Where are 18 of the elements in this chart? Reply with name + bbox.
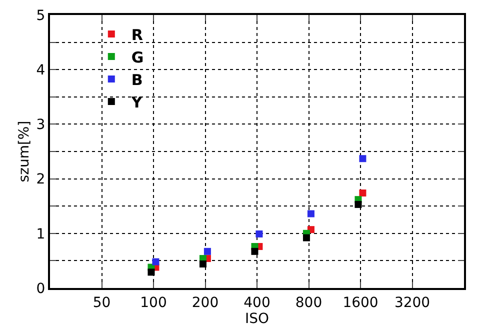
x-tick-label: 50 [92,294,111,311]
y-tick-label: 2 [36,172,46,188]
x-tick-label: 200 [192,294,219,311]
x-tick-label: 1600 [342,294,378,311]
y-tick-label: 4 [36,62,46,78]
legend-label: R [131,26,144,44]
x-tick-label: 400 [244,294,270,311]
y-axis-title: szum[%] [16,120,32,182]
x-tick-label: 800 [295,294,322,311]
x-axis-title: ISO [244,310,270,327]
y-tick-label: 3 [36,117,46,134]
y-tick-label: 1 [36,226,46,242]
legend-label: B [131,70,143,89]
x-tick-label: 100 [140,294,167,311]
x-tick-label: 3200 [394,294,430,311]
y-tick-label: 5 [36,8,46,24]
legend-label: G [131,48,144,66]
y-tick-label: 0 [36,280,46,297]
